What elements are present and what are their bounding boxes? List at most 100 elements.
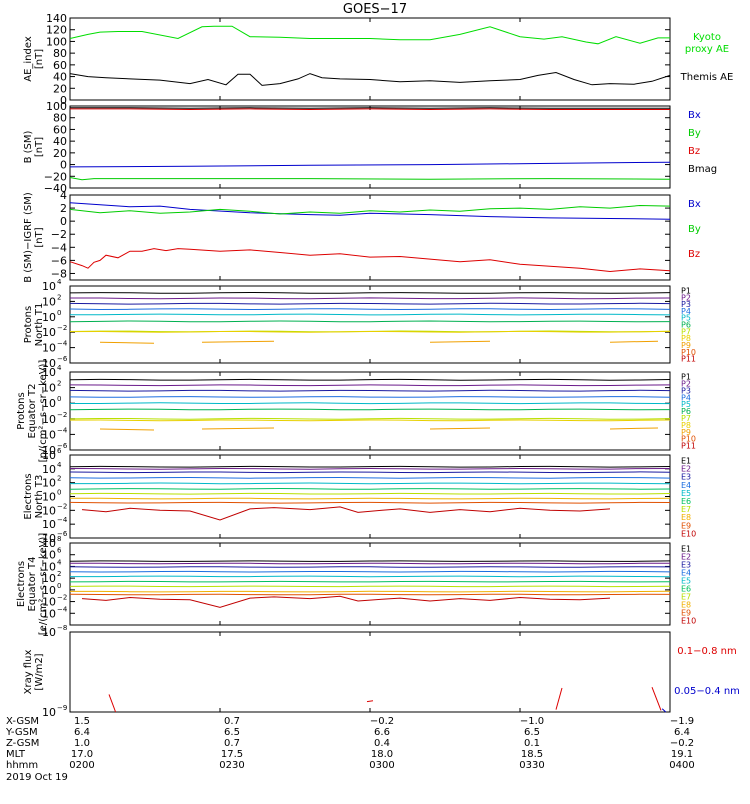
y-axis-label: Electrons [23, 473, 34, 519]
channel-line [69, 465, 671, 468]
channel-legend-label: P9 [681, 341, 691, 350]
channel-legend-label: E2 [681, 552, 691, 561]
y-tick-label: −6 [51, 254, 67, 267]
y-axis-label: North T3 [34, 475, 45, 519]
y-tick-label: 40 [53, 135, 67, 148]
channel-line [70, 562, 671, 565]
channel-legend-label: E6 [681, 497, 691, 506]
y-tick-label: 10 [42, 449, 56, 462]
channel-line [429, 340, 491, 343]
y-tick-label: 0 [60, 94, 67, 107]
axis-row-value: 0230 [219, 760, 244, 771]
y-tick-exponent: 0 [57, 395, 61, 403]
y-tick-label: 100 [46, 100, 67, 113]
y-tick-exponent: −9 [57, 704, 67, 712]
y-tick-label: 20 [53, 82, 67, 95]
y-tick-exponent: −8 [57, 624, 67, 632]
y-tick-exponent: −4 [57, 340, 68, 348]
channel-line [69, 487, 671, 490]
channel-line [69, 378, 671, 381]
channel-legend-label: P11 [681, 355, 696, 364]
y-tick-exponent: −4 [57, 426, 68, 434]
axis-row-value: 18.5 [521, 749, 543, 760]
y-tick-label: 10 [42, 607, 56, 620]
channel-line [609, 340, 659, 343]
channel-legend-label: P8 [681, 421, 691, 430]
y-tick-exponent: 6 [57, 547, 62, 555]
channel-line [69, 501, 671, 504]
y-tick-label: 60 [53, 59, 67, 72]
legend-label: proxy AE [685, 44, 729, 55]
y-tick-label: 10 [42, 504, 56, 517]
channel-legend-label: E3 [681, 560, 691, 569]
axis-row-value: −0.2 [370, 716, 394, 727]
channel-line [99, 341, 155, 344]
y-tick-label: 10 [42, 311, 56, 324]
channel-line [70, 313, 671, 316]
channel-legend-label: E10 [681, 529, 696, 538]
channel-legend-label: E9 [681, 521, 691, 530]
y-tick-exponent: 8 [57, 535, 61, 543]
y-axis-label: [nT] [34, 49, 45, 69]
axis-row-value: 6.4 [74, 727, 90, 738]
channel-line [201, 340, 275, 343]
y-tick-label: 10 [42, 477, 56, 490]
legend-label: Bx [688, 110, 701, 121]
axis-row-value: 1.0 [74, 738, 90, 749]
y-tick-label: 100 [46, 35, 67, 48]
y-axis-label: Xray flux [23, 650, 34, 695]
channel-line [609, 427, 659, 430]
channel-line [69, 408, 671, 411]
flux-segment [108, 694, 117, 713]
channel-legend-label: P2 [681, 379, 691, 388]
y-tick-exponent: 4 [57, 461, 62, 469]
axis-row-value: 6.6 [374, 727, 390, 738]
channel-line [70, 497, 671, 500]
panel-frame [69, 542, 671, 626]
channel-line [69, 476, 671, 479]
channel-line [70, 590, 671, 593]
channel-line [69, 419, 671, 422]
y-tick-label: 20 [53, 147, 67, 160]
y-tick-label: 10 [42, 428, 56, 441]
channel-line [69, 585, 671, 588]
channel-legend-label: P3 [681, 300, 691, 309]
channel-legend-label: P6 [681, 407, 691, 416]
y-tick-label: 10 [42, 518, 56, 531]
channel-legend-label: E10 [681, 616, 696, 625]
axis-row-value: 17.5 [221, 749, 243, 760]
channel-legend-label: P2 [681, 293, 691, 302]
y-tick-label: 0 [60, 215, 67, 228]
legend-label: Themis AE [680, 72, 734, 83]
channel-legend-label: E1 [681, 456, 691, 465]
channel-line [201, 427, 275, 430]
axis-row-value: 6.5 [524, 727, 540, 738]
channel-legend-label: P1 [681, 373, 691, 382]
axis-row-value: 0.7 [224, 738, 240, 749]
channel-legend-label: P4 [681, 307, 691, 316]
axis-row-value: 19.1 [671, 749, 693, 760]
y-tick-exponent: −6 [57, 530, 68, 538]
y-tick-exponent: 4 [57, 364, 62, 372]
y-tick-label: 10 [42, 549, 56, 562]
channel-legend-label: P7 [681, 414, 691, 423]
channel-line [69, 308, 671, 311]
y-tick-exponent: 0 [57, 309, 61, 317]
channel-legend-label: P7 [681, 327, 691, 336]
series-line [69, 161, 671, 168]
y-axis-label: Equator T2 [27, 384, 38, 439]
y-tick-label: −2 [51, 228, 67, 241]
channel-line [99, 428, 155, 431]
y-tick-label: −40 [44, 182, 67, 195]
y-axis-label: [nT] [34, 137, 45, 157]
y-tick-label: 60 [53, 123, 67, 136]
channel-line [69, 302, 671, 305]
panel-frame [69, 105, 671, 189]
y-tick-exponent: −6 [57, 442, 68, 450]
y-tick-label: −4 [51, 241, 67, 254]
